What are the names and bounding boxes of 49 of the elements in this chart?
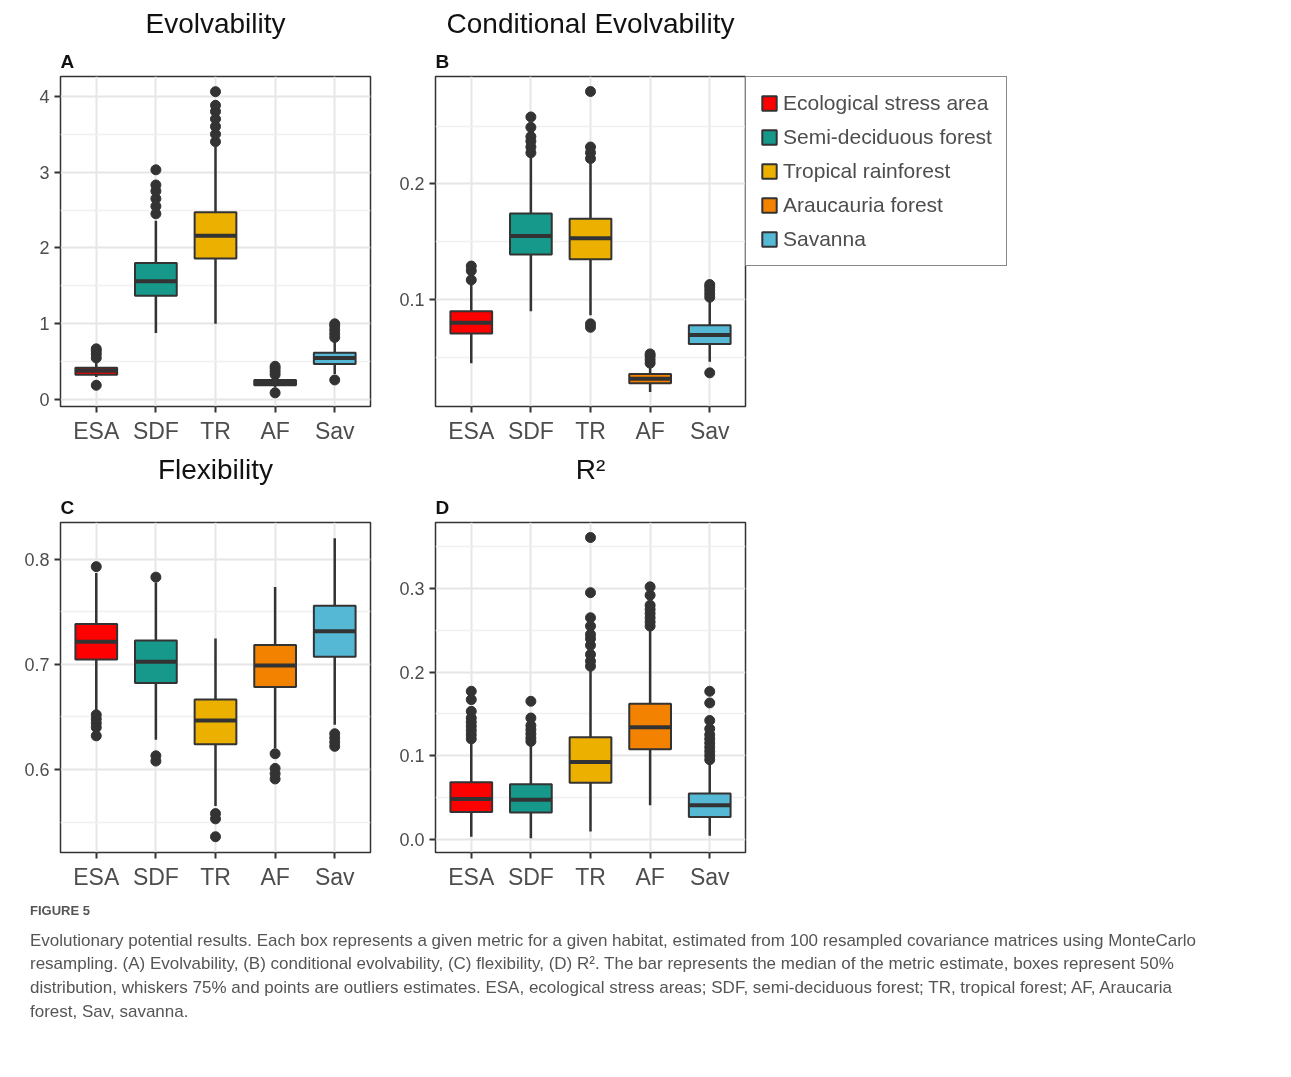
legend-label: Ecological stress area	[783, 91, 989, 115]
x-tick-label: TR	[575, 863, 606, 890]
x-tick-label: AF	[635, 417, 665, 444]
text: B	[435, 50, 450, 72]
x-tick-label: TR	[575, 417, 606, 444]
x-tick-label: Sav	[689, 863, 731, 890]
y-tick-label: 0.1	[399, 746, 425, 767]
caption: FIGURE 5	[30, 902, 91, 920]
text: D	[435, 496, 450, 518]
x-tick-label: TR	[200, 863, 231, 890]
x-tick-label: ESA	[448, 863, 495, 890]
y-tick-label: 1	[39, 314, 50, 335]
y-tick-label: 0.7	[24, 654, 50, 675]
legend-label: Semi-deciduous forest	[783, 125, 992, 149]
y-tick-label: 0	[39, 390, 50, 411]
y-tick-label: 0.3	[399, 579, 425, 599]
x-tick-label: SDF	[132, 863, 179, 890]
x-tick-label: Sav	[314, 863, 356, 890]
text: A	[60, 50, 75, 72]
y-tick-label: 0.6	[24, 759, 50, 780]
chart-title: R²	[575, 453, 606, 485]
x-tick-label: ESA	[73, 863, 120, 890]
y-tick-label: 3	[39, 162, 50, 183]
chart-title: Evolvability	[145, 7, 286, 39]
text: Evolutionary potential results. Each box represents a given metric for a given habitat, estimated from 100 resampled covariance matrices using MonteCarlo resampling. (A) Evolvability, (B) conditional evolvability, (C) flexibility, (D) R². The bar represents the median of the metric estimate, boxes represent 50% distribution, whiskers 75% and points are outliers estimates. ESA, ecological stress areas; SDF, semi-deciduous forest; TR, tropical forest; AF, Araucaria forest, Sav, savanna.	[30, 929, 1198, 1023]
x-tick-label: AF	[260, 863, 290, 890]
legend-label: Tropical rainforest	[783, 159, 951, 183]
x-tick-label: ESA	[448, 417, 495, 444]
y-tick-label: 2	[39, 238, 50, 259]
y-tick-label: 0.1	[399, 290, 425, 311]
y-tick-label: 0.0	[399, 829, 425, 850]
x-tick-label: AF	[260, 417, 290, 444]
x-tick-label: SDF	[132, 417, 179, 444]
y-tick-label: 0.2	[399, 174, 425, 195]
x-tick-label: ESA	[73, 417, 120, 444]
y-tick-label: 0.8	[24, 549, 50, 570]
x-tick-label: SDF	[507, 417, 554, 444]
x-tick-label: AF	[635, 863, 665, 890]
x-tick-label: Sav	[689, 417, 731, 444]
y-tick-label: 4	[39, 86, 50, 107]
legend-label: Araucauria forest	[783, 193, 943, 217]
text: C	[60, 496, 75, 518]
chart-title: Flexibility	[157, 453, 274, 485]
chart-title: Conditional Evolvability	[446, 7, 735, 39]
x-tick-label: TR	[200, 417, 231, 444]
x-tick-label: Sav	[314, 417, 356, 444]
x-tick-label: SDF	[507, 863, 554, 890]
y-tick-label: 0.2	[399, 662, 425, 683]
legend-label: Savanna	[783, 227, 866, 251]
